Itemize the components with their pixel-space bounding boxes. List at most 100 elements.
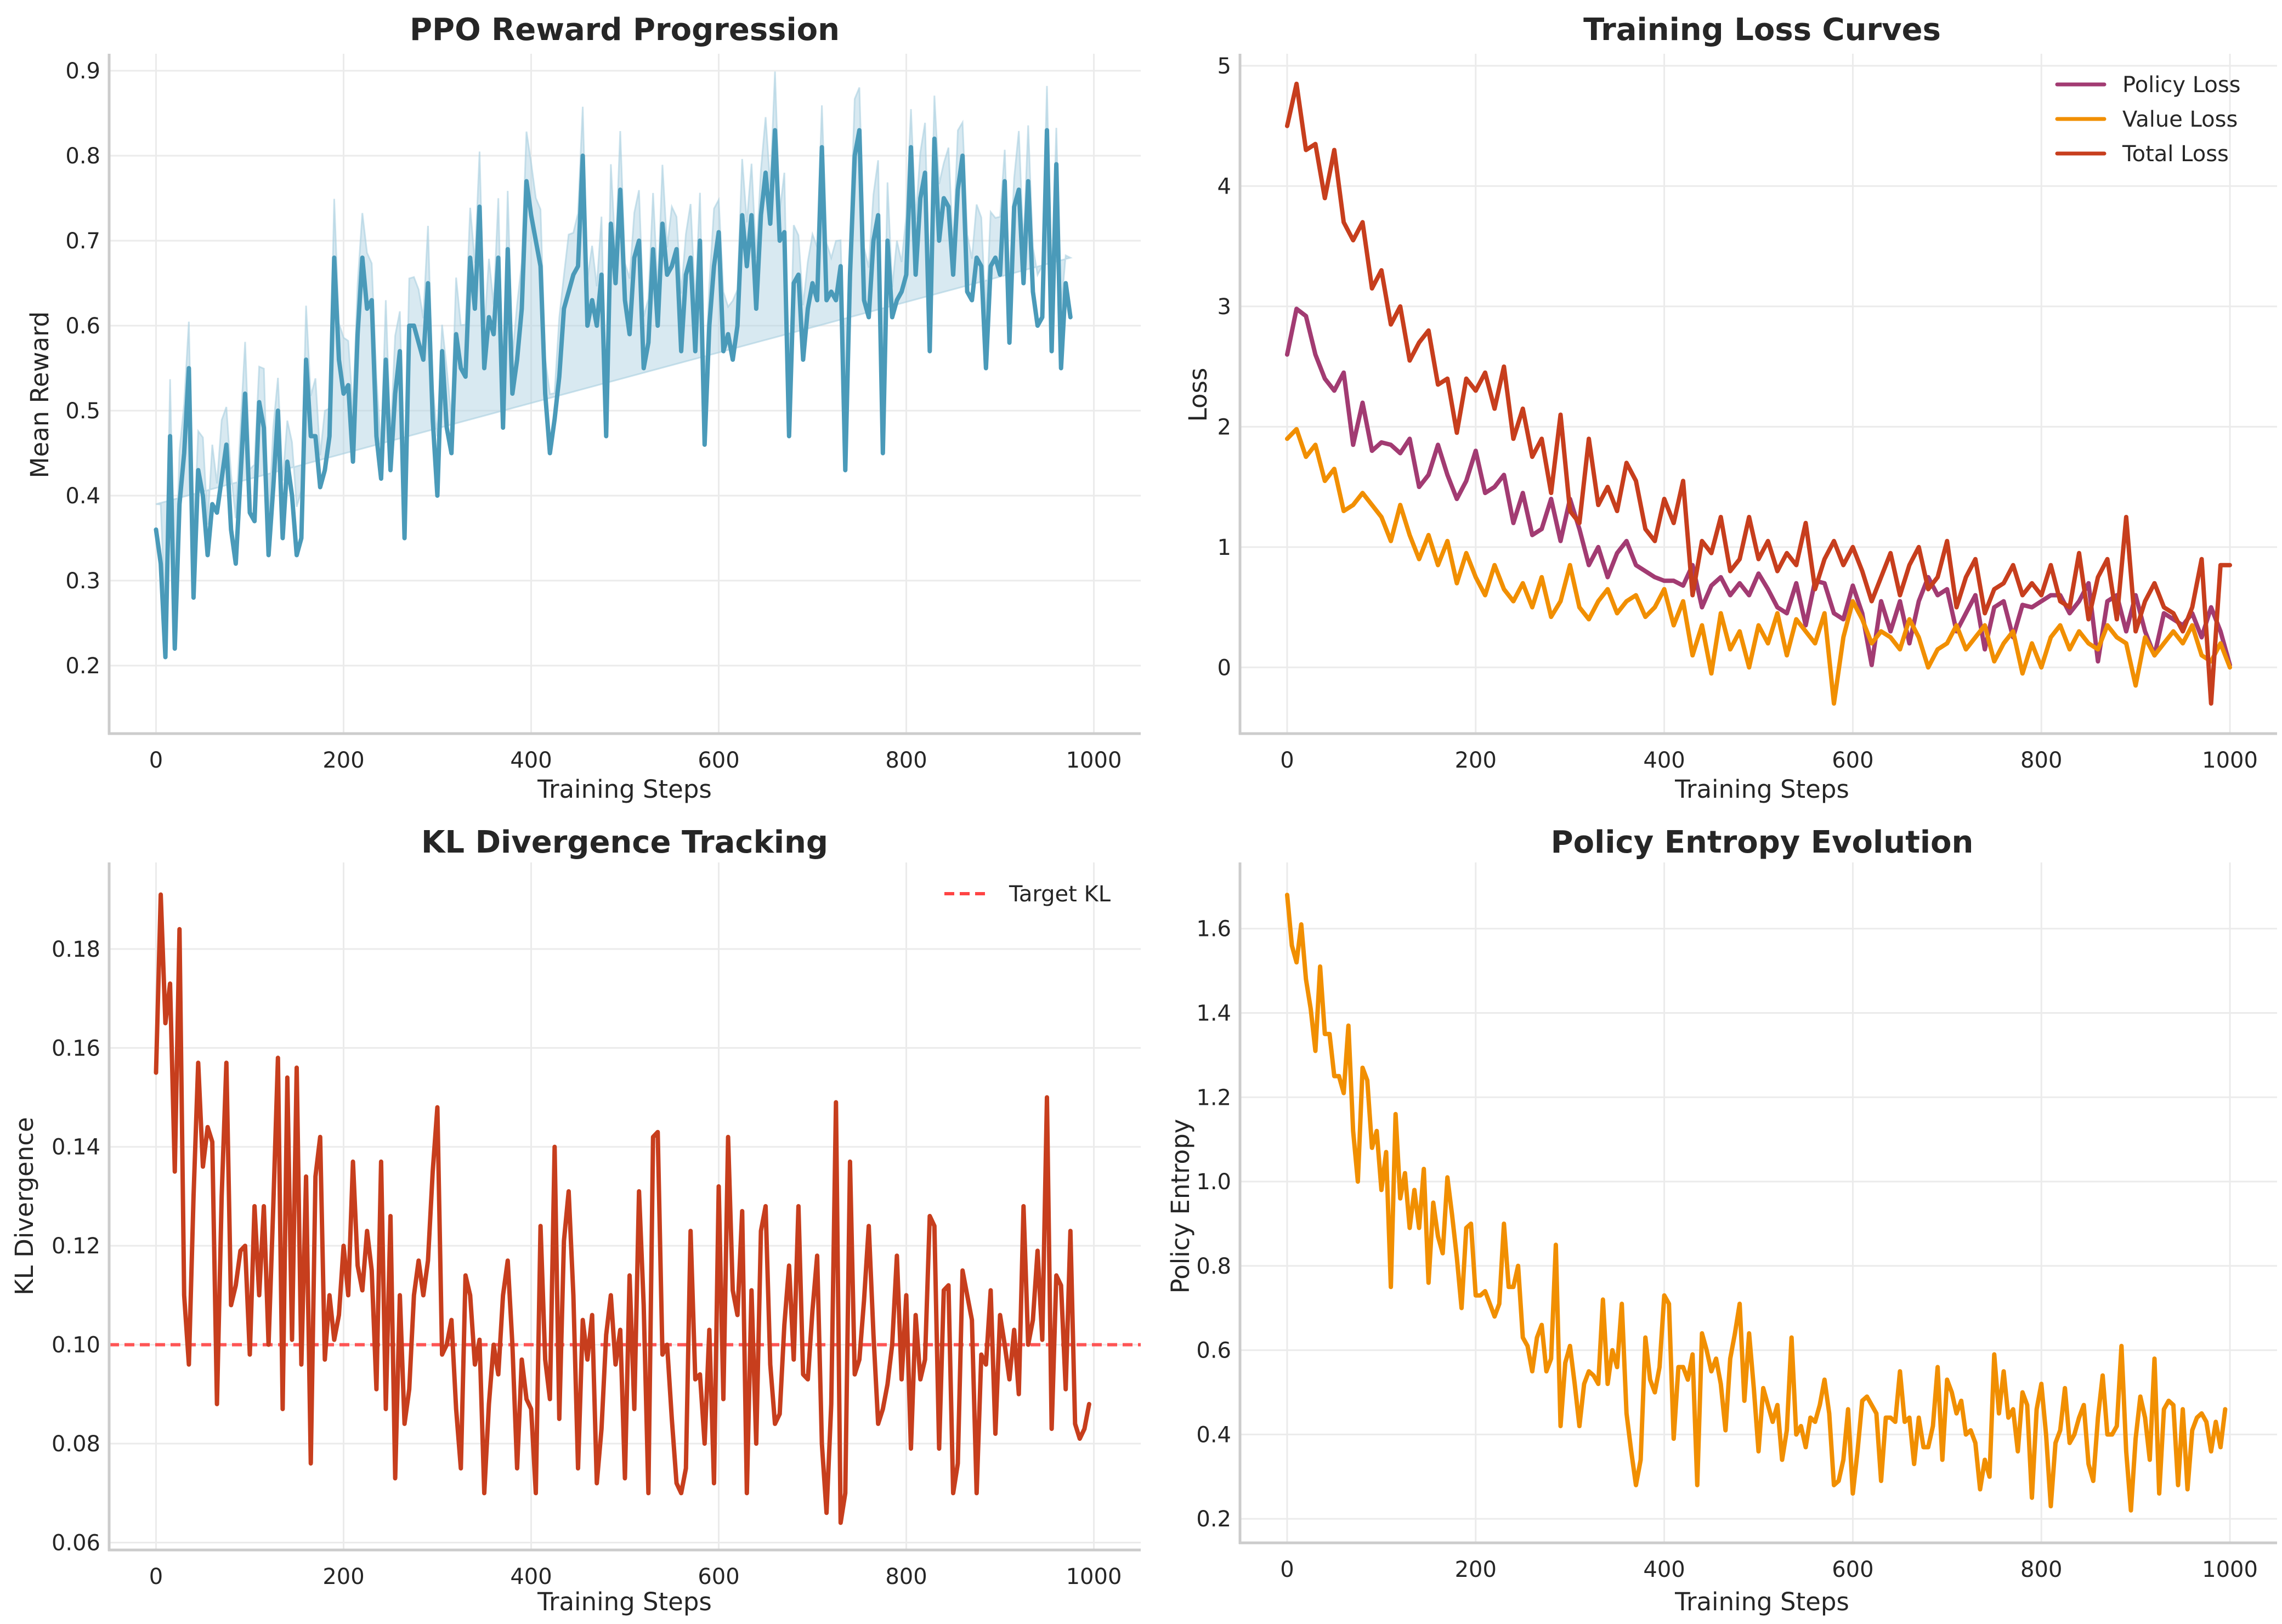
y-tick-label: 2 <box>1218 414 1231 440</box>
y-tick-label: 0.10 <box>52 1333 100 1358</box>
x-tick-label: 200 <box>1455 748 1497 773</box>
x-tick-label: 600 <box>1832 748 1873 773</box>
y-tick-label: 0.06 <box>52 1530 100 1555</box>
loss-y-ticks: 0 1 2 3 4 5 <box>1218 54 1231 680</box>
x-tick-label: 800 <box>885 748 927 773</box>
x-tick-label: 800 <box>2020 748 2062 773</box>
entropy-x-label: Training Steps <box>1674 1587 1849 1616</box>
loss-panel: 0 200 400 600 800 1000 0 1 2 3 4 5 Training Loss C… <box>1184 12 2277 804</box>
x-tick-label: 600 <box>698 748 739 773</box>
y-tick-label: 0.18 <box>52 937 100 962</box>
y-tick-label: 0.08 <box>52 1432 100 1457</box>
loss-legend: Policy Loss Value Loss Total Loss <box>2055 72 2241 167</box>
x-tick-label: 0 <box>1280 748 1294 773</box>
reward-spines <box>107 54 1141 735</box>
policy-entropy-line <box>1285 893 2228 1513</box>
reward-title: PPO Reward Progression <box>410 12 840 48</box>
mean-reward-line <box>154 128 1073 660</box>
kl-y-ticks: 0.06 0.08 0.10 0.12 0.14 0.16 0.18 <box>52 937 100 1556</box>
loss-title: Training Loss Curves <box>1583 12 1941 48</box>
loss-spines <box>1238 54 2277 735</box>
loss-grid <box>1240 54 2277 734</box>
reward-y-ticks: 0.2 0.3 0.4 0.5 0.6 0.7 0.8 0.9 <box>65 59 100 679</box>
x-tick-label: 600 <box>1832 1557 1873 1582</box>
reward-x-label: Training Steps <box>537 775 712 804</box>
y-tick-label: 1 <box>1218 535 1231 560</box>
kl-divergence-line <box>154 892 1091 1525</box>
y-tick-label: 5 <box>1218 54 1231 79</box>
kl-x-ticks: 0 200 400 600 800 1000 <box>149 1564 1122 1589</box>
x-tick-label: 200 <box>322 748 364 773</box>
y-tick-label: 0.2 <box>65 654 100 679</box>
entropy-title: Policy Entropy Evolution <box>1551 825 1974 860</box>
y-tick-label: 1.4 <box>1196 1001 1231 1026</box>
value-loss-line <box>1285 427 2232 706</box>
x-tick-label: 400 <box>1643 748 1685 773</box>
kl-lines <box>154 892 1091 1525</box>
entropy-x-ticks: 0 200 400 600 800 1000 <box>1280 1557 2258 1582</box>
x-tick-label: 0 <box>1280 1557 1294 1582</box>
entropy-panel: 0 200 400 600 800 1000 0.2 0.4 0.6 0.8 1.0 1.2 1.4 1… <box>1166 825 2277 1616</box>
legend-label-total-loss: Total Loss <box>2122 141 2229 167</box>
entropy-lines <box>1285 893 2228 1513</box>
reward-x-ticks: 0 200 400 600 800 1000 <box>149 748 1122 773</box>
y-tick-label: 0.7 <box>65 229 100 254</box>
y-tick-label: 3 <box>1218 294 1231 320</box>
x-tick-label: 600 <box>698 1564 739 1589</box>
reward-y-label: Mean Reward <box>25 311 54 479</box>
y-tick-label: 4 <box>1218 174 1231 199</box>
kl-title: KL Divergence Tracking <box>421 825 828 860</box>
entropy-y-ticks: 0.2 0.4 0.6 0.8 1.0 1.2 1.4 1.6 <box>1196 917 1231 1532</box>
y-tick-label: 0.4 <box>1196 1422 1231 1447</box>
y-tick-label: 0.12 <box>52 1234 100 1259</box>
y-tick-label: 1.0 <box>1196 1169 1231 1195</box>
x-tick-label: 0 <box>149 748 163 773</box>
reward-grid <box>109 54 1141 734</box>
total-loss-line <box>1285 81 2232 706</box>
x-tick-label: 1000 <box>2202 748 2258 773</box>
loss-x-label: Training Steps <box>1674 775 1849 804</box>
x-tick-label: 400 <box>510 748 552 773</box>
y-tick-label: 0.8 <box>65 144 100 169</box>
entropy-grid <box>1240 862 2277 1543</box>
y-tick-label: 0.9 <box>65 59 100 84</box>
y-tick-label: 0.4 <box>65 484 100 509</box>
y-tick-label: 0.6 <box>65 314 100 339</box>
x-tick-label: 1000 <box>1066 1564 1122 1589</box>
x-tick-label: 400 <box>510 1564 552 1589</box>
x-tick-label: 1000 <box>1066 748 1122 773</box>
kl-x-label: Training Steps <box>537 1587 712 1616</box>
policy-loss-line <box>1285 306 2232 667</box>
loss-lines <box>1285 81 2232 706</box>
y-tick-label: 0 <box>1218 655 1231 680</box>
legend-label-policy-loss: Policy Loss <box>2122 72 2241 98</box>
entropy-spines <box>1238 862 2277 1544</box>
reward-lines <box>154 128 1073 660</box>
y-tick-label: 0.6 <box>1196 1338 1231 1364</box>
y-tick-label: 0.16 <box>52 1036 100 1061</box>
legend-label-target-kl: Target KL <box>1009 882 1111 907</box>
x-tick-label: 800 <box>2020 1557 2062 1582</box>
y-tick-label: 1.6 <box>1196 917 1231 942</box>
x-tick-label: 1000 <box>2202 1557 2258 1582</box>
x-tick-label: 200 <box>322 1564 364 1589</box>
y-tick-label: 0.14 <box>52 1135 100 1160</box>
x-tick-label: 400 <box>1643 1557 1685 1582</box>
legend-label-value-loss: Value Loss <box>2122 107 2238 132</box>
y-tick-label: 0.8 <box>1196 1254 1231 1279</box>
loss-x-ticks: 0 200 400 600 800 1000 <box>1280 748 2258 773</box>
reward-panel: 0 200 400 600 800 1000 0.20.30.40.50.60.70.80… <box>25 12 1141 804</box>
x-tick-label: 0 <box>149 1564 163 1589</box>
kl-y-label: KL Divergence <box>10 1117 39 1295</box>
y-tick-label: 0.5 <box>65 399 100 424</box>
kl-spines <box>107 862 1141 1552</box>
y-tick-label: 0.2 <box>1196 1507 1231 1532</box>
loss-y-label: Loss <box>1184 368 1213 422</box>
y-tick-label: 0.3 <box>65 569 100 594</box>
y-tick-label: 1.2 <box>1196 1085 1231 1110</box>
x-tick-label: 800 <box>885 1564 927 1589</box>
x-tick-label: 200 <box>1455 1557 1497 1582</box>
entropy-y-label: Policy Entropy <box>1166 1119 1195 1294</box>
kl-panel: 0 200 400 600 800 1000 0.060.080.100.120.140.… <box>10 825 1141 1616</box>
